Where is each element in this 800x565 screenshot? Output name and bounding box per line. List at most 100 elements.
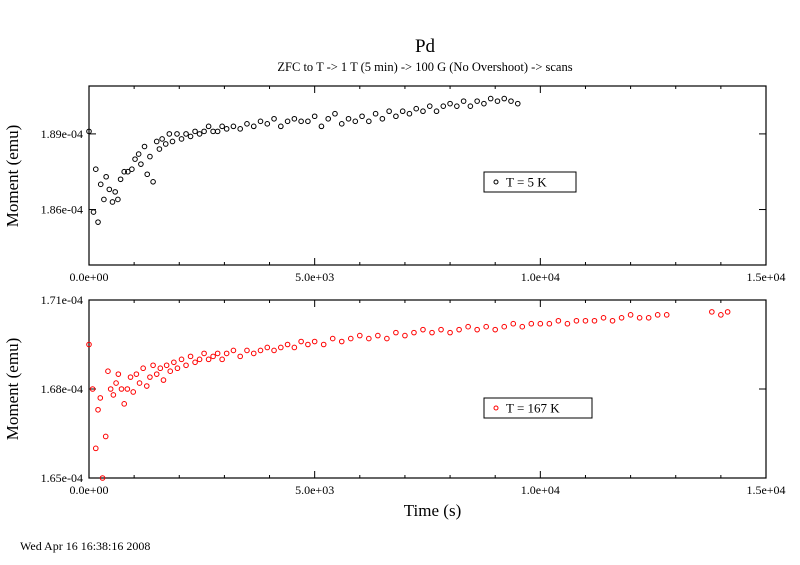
- data-point: [112, 189, 118, 195]
- data-point: [192, 128, 198, 135]
- data-point: [413, 105, 420, 112]
- data-point: [178, 136, 185, 142]
- data-point: [411, 329, 417, 336]
- data-point: [332, 110, 338, 117]
- x-axis-label: Time (s): [404, 501, 461, 520]
- plot-frame: [88, 299, 767, 479]
- data-point: [117, 176, 124, 183]
- data-point: [97, 181, 104, 188]
- data-point: [718, 312, 724, 318]
- legend-marker: [493, 179, 499, 185]
- data-point: [338, 338, 345, 345]
- data-point: [237, 126, 243, 132]
- data-point: [89, 386, 96, 392]
- data-point: [483, 323, 489, 330]
- y-tick-label: 1.89e-04: [41, 127, 83, 141]
- data-point: [192, 359, 198, 366]
- data-point: [169, 138, 176, 145]
- data-point: [97, 395, 104, 401]
- data-point: [582, 317, 589, 324]
- data-point: [357, 332, 363, 339]
- data-point: [481, 100, 487, 107]
- data-point: [214, 350, 221, 357]
- data-point: [636, 315, 643, 321]
- data-point: [257, 118, 264, 125]
- data-point: [159, 136, 165, 142]
- data-point: [429, 329, 435, 336]
- data-point: [187, 353, 194, 360]
- y-tick-label: 1.65e-04: [41, 471, 83, 485]
- data-point: [318, 123, 325, 130]
- timestamp-footer: Wed Apr 16 16:38:16 2008: [20, 539, 150, 553]
- data-point: [147, 374, 153, 380]
- data-point: [494, 98, 501, 104]
- data-point: [86, 341, 92, 348]
- data-point: [311, 338, 318, 345]
- x-tick-label: 0.0e+00: [69, 483, 108, 497]
- data-point: [474, 326, 480, 333]
- data-point: [95, 406, 101, 413]
- data-point: [214, 128, 221, 135]
- data-point: [178, 356, 185, 363]
- data-point: [514, 100, 521, 107]
- data-point: [460, 98, 467, 104]
- data-point: [663, 312, 670, 318]
- x-tick-label: 5.0e+03: [295, 270, 334, 284]
- data-point: [508, 98, 514, 104]
- data-point: [210, 128, 216, 135]
- x-tick-label: 1.0e+04: [521, 483, 560, 497]
- data-point: [103, 173, 109, 180]
- bottom-panel: 0.0e+00 5.0e+03 1.0e+04 1.5e+04 1.65e-04 1.68…: [3, 293, 786, 520]
- data-point: [90, 209, 97, 215]
- data-point: [402, 332, 408, 339]
- data-point: [724, 309, 731, 315]
- data-point: [467, 103, 474, 109]
- data-point: [406, 110, 413, 117]
- data-point: [92, 445, 99, 452]
- data-point: [86, 128, 92, 135]
- data-point: [132, 156, 138, 162]
- data-point: [95, 219, 101, 225]
- data-point: [271, 347, 277, 354]
- data-point: [102, 433, 109, 440]
- data-point: [129, 166, 135, 172]
- x-tick-label: 0.0e+00: [69, 270, 108, 284]
- data-point: [284, 341, 291, 348]
- data-point: [183, 362, 189, 369]
- data-point: [399, 108, 406, 115]
- data-point: [492, 326, 499, 333]
- data-point: [264, 121, 271, 127]
- data-point: [366, 118, 372, 125]
- data-point: [291, 115, 298, 122]
- data-point: [627, 312, 634, 318]
- data-point: [106, 186, 113, 193]
- data-point: [325, 115, 332, 122]
- data-point: [156, 146, 163, 152]
- data-point: [138, 161, 144, 167]
- legend-box: [483, 397, 593, 419]
- data-point: [311, 113, 318, 120]
- data-point: [278, 344, 284, 351]
- x-tick-label: 1.5e+04: [746, 483, 785, 497]
- data-point: [125, 168, 131, 175]
- data-point: [618, 315, 625, 321]
- data-point: [201, 350, 207, 357]
- y-axis-label: Moment (emu): [3, 125, 22, 227]
- data-point: [447, 100, 453, 107]
- data-point: [167, 368, 174, 375]
- data-point: [201, 128, 207, 135]
- data-point: [537, 320, 544, 327]
- data-point: [115, 371, 122, 377]
- data-point: [454, 103, 460, 109]
- data-point: [205, 123, 212, 130]
- data-point: [157, 365, 164, 372]
- data-point: [153, 138, 160, 145]
- data-point: [140, 365, 146, 372]
- data-point: [278, 123, 284, 130]
- data-point: [329, 335, 336, 342]
- data-point: [257, 347, 264, 354]
- data-point: [174, 131, 180, 137]
- data-point: [379, 115, 386, 122]
- legend-marker: [493, 405, 499, 411]
